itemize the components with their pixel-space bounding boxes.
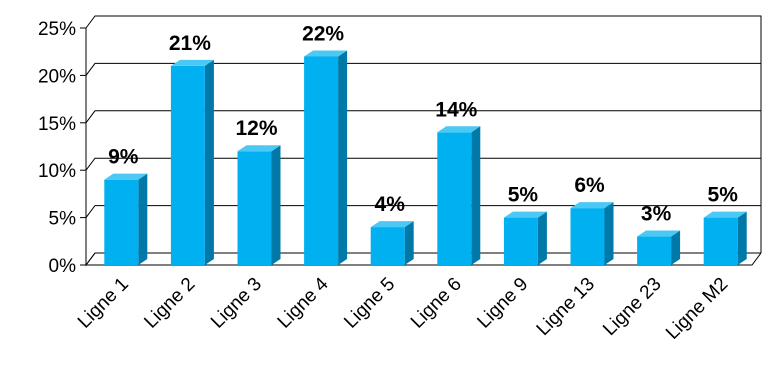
bar-side (737, 211, 747, 265)
gridline (85, 110, 761, 124)
bar (170, 59, 214, 265)
bar-top (370, 221, 414, 228)
bar-side (204, 59, 214, 265)
bar (437, 126, 481, 265)
bar-top (437, 126, 481, 133)
bar (503, 211, 547, 265)
bar-top (237, 145, 281, 152)
y-tick-label: 0% (49, 256, 77, 277)
y-tick-label: 25% (38, 19, 76, 40)
bar (237, 145, 281, 265)
bar-side (338, 50, 348, 265)
data-label: 3% (641, 203, 672, 226)
x-tick-label: Ligne 2 (141, 274, 200, 333)
y-tick-label: 10% (38, 161, 76, 182)
bar-side (138, 173, 148, 265)
x-tick-label: Ligne 5 (340, 274, 399, 333)
bar (104, 173, 148, 265)
bar-top (170, 59, 214, 66)
gridline (85, 15, 761, 29)
bar-front (304, 56, 339, 265)
bar-top (637, 230, 681, 237)
bar-side (471, 126, 481, 265)
bar-front (370, 227, 405, 265)
bar-front (570, 208, 605, 265)
y-tick-label: 15% (38, 114, 76, 135)
y-tick-label: 5% (49, 209, 77, 230)
data-label: 6% (574, 174, 605, 197)
x-tick-label: Ligne 13 (533, 274, 599, 340)
y-axis-tick-labels: 0% 5% 10% 15% 20% 25% (38, 19, 76, 277)
gridline (85, 157, 761, 171)
bar-top (503, 211, 547, 218)
bar (304, 50, 348, 265)
data-label: 12% (235, 117, 277, 140)
x-tick-label: Ligne 6 (407, 274, 466, 333)
bar-side (604, 202, 614, 265)
x-tick-label: Ligne 9 (474, 274, 533, 333)
y-tick-label: 20% (38, 66, 76, 87)
bar-front (637, 236, 672, 265)
bar-top (570, 202, 614, 209)
bar-front (170, 65, 205, 265)
gridline (85, 62, 761, 76)
bar-side (404, 221, 414, 265)
bar (637, 230, 681, 265)
x-tick-label: Ligne M2 (662, 274, 732, 344)
x-tick-label: Ligne 1 (74, 274, 133, 333)
data-label: 4% (375, 193, 406, 216)
data-label: 9% (108, 146, 139, 169)
data-label: 21% (169, 32, 211, 55)
bars (104, 50, 747, 265)
bar-front (503, 217, 538, 265)
left-wall (85, 28, 96, 267)
bar-front (104, 179, 139, 265)
bar-side (271, 145, 281, 265)
x-tick-label: Ligne 3 (207, 274, 266, 333)
bar-top (304, 50, 348, 57)
bar-front (703, 217, 738, 265)
bar-side (671, 230, 681, 265)
data-label: 5% (508, 184, 539, 207)
x-tick-label: Ligne 23 (599, 274, 665, 340)
bar-front (237, 151, 272, 265)
data-labels: 9% 21% 12% 22% 4% 14% 5% 6% 3% 5% (108, 22, 738, 225)
data-label: 22% (302, 22, 344, 45)
gridlines (80, 15, 761, 266)
bar (370, 221, 414, 265)
bar (570, 202, 614, 265)
bar-side (537, 211, 547, 265)
bar-top (703, 211, 747, 218)
bar-front (437, 132, 472, 265)
gridline (85, 205, 761, 218)
x-axis-tick-labels: Ligne 1 Ligne 2 Ligne 3 Ligne 4 Ligne 5 Ligne… (74, 273, 732, 343)
data-label: 5% (708, 184, 739, 207)
bar-top (104, 173, 148, 180)
bar (703, 211, 747, 265)
x-tick-label: Ligne 4 (274, 273, 333, 332)
data-label: 14% (435, 98, 477, 121)
